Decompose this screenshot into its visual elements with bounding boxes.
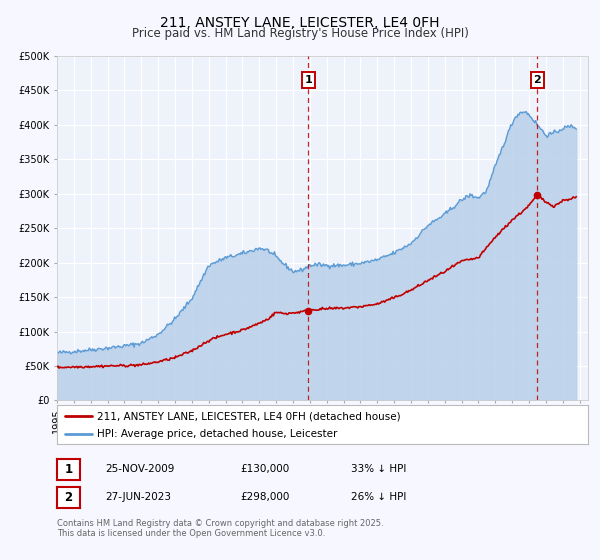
Text: Price paid vs. HM Land Registry's House Price Index (HPI): Price paid vs. HM Land Registry's House …	[131, 27, 469, 40]
Text: 2: 2	[533, 75, 541, 85]
Text: 2: 2	[64, 491, 73, 504]
Text: 33% ↓ HPI: 33% ↓ HPI	[351, 464, 406, 474]
Text: £130,000: £130,000	[240, 464, 289, 474]
Text: Contains HM Land Registry data © Crown copyright and database right 2025.: Contains HM Land Registry data © Crown c…	[57, 519, 383, 528]
Text: 1: 1	[304, 75, 312, 85]
Text: 26% ↓ HPI: 26% ↓ HPI	[351, 492, 406, 502]
Text: 1: 1	[64, 463, 73, 476]
Text: HPI: Average price, detached house, Leicester: HPI: Average price, detached house, Leic…	[97, 430, 337, 440]
Text: 211, ANSTEY LANE, LEICESTER, LE4 0FH: 211, ANSTEY LANE, LEICESTER, LE4 0FH	[160, 16, 440, 30]
Text: 25-NOV-2009: 25-NOV-2009	[105, 464, 175, 474]
Text: £298,000: £298,000	[240, 492, 289, 502]
Text: 211, ANSTEY LANE, LEICESTER, LE4 0FH (detached house): 211, ANSTEY LANE, LEICESTER, LE4 0FH (de…	[97, 411, 400, 421]
Text: This data is licensed under the Open Government Licence v3.0.: This data is licensed under the Open Gov…	[57, 529, 325, 538]
Text: 27-JUN-2023: 27-JUN-2023	[105, 492, 171, 502]
